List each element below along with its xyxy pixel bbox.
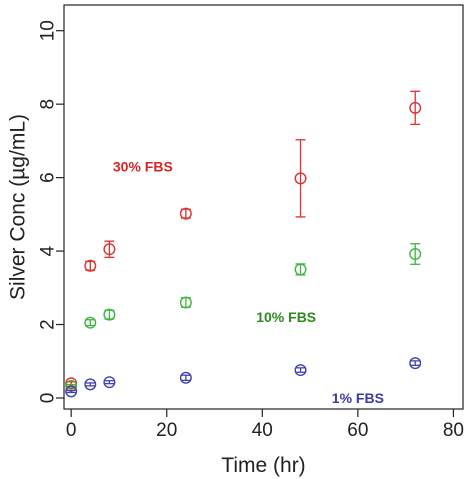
data-point-1pct-fbs — [294, 364, 307, 377]
annotation-30pct-fbs: 30% FBS — [113, 159, 173, 175]
data-point-30pct-fbs — [179, 207, 192, 220]
data-point-30pct-fbs — [294, 172, 307, 185]
data-point-1pct-fbs — [84, 378, 97, 391]
data-point-1pct-fbs — [103, 376, 116, 389]
data-point-10pct-fbs — [103, 308, 116, 321]
data-point-10pct-fbs — [294, 263, 307, 276]
y-tick-label: 0 — [38, 393, 59, 404]
y-tick-label: 10 — [38, 20, 59, 41]
x-tick-label: 20 — [156, 420, 177, 441]
x-axis-title: Time (hr) — [221, 454, 305, 477]
axes: 0 20 40 60 80 0 2 4 6 8 10 Time (hr) Silver Conc (µg… — [7, 4, 464, 477]
y-tick-label: 2 — [38, 319, 59, 330]
annotation-1pct-fbs: 1% FBS — [332, 390, 384, 406]
x-tick-label: 80 — [443, 420, 464, 441]
data-point-1pct-fbs — [409, 357, 422, 370]
data-point-10pct-fbs — [179, 296, 192, 309]
y-axis-title: Silver Conc (µg/mL) — [7, 114, 30, 300]
data-point-10pct-fbs — [84, 316, 97, 329]
data-point-30pct-fbs — [84, 259, 97, 272]
y-tick-label: 8 — [38, 99, 59, 110]
data-marks — [65, 90, 422, 398]
annotations: 30% FBS 10% FBS 1% FBS — [113, 159, 384, 406]
x-tick-label: 40 — [252, 420, 273, 441]
data-point-10pct-fbs — [409, 248, 422, 261]
y-tick-label: 4 — [38, 245, 59, 256]
annotation-10pct-fbs: 10% FBS — [256, 309, 316, 325]
data-point-1pct-fbs — [179, 371, 192, 384]
x-tick-label: 0 — [66, 420, 77, 441]
y-tick-label: 6 — [38, 172, 59, 183]
data-point-30pct-fbs — [409, 101, 422, 114]
data-point-1pct-fbs — [65, 385, 78, 398]
plot-frame — [63, 4, 464, 410]
x-tick-label: 60 — [347, 420, 368, 441]
data-point-30pct-fbs — [103, 243, 116, 256]
